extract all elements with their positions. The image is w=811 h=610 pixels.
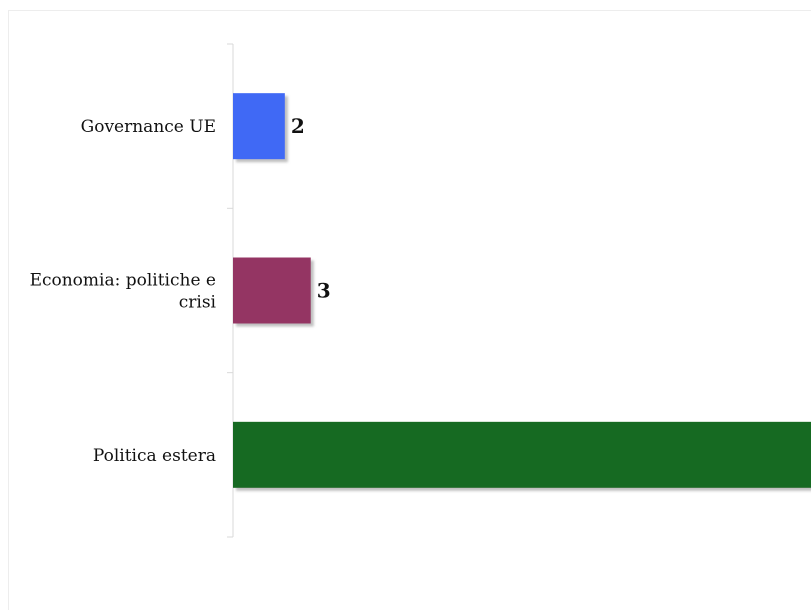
bar-3 [233, 421, 811, 488]
value-label: 2 [291, 114, 305, 138]
category-label: Economia: politiche e crisi [30, 271, 217, 313]
bar-2 [233, 257, 311, 324]
bar-1 [233, 93, 285, 160]
category-label: Politica estera [93, 446, 216, 466]
chart-frame [8, 10, 811, 610]
value-label: 3 [317, 279, 331, 303]
category-label: Governance UE [81, 117, 216, 137]
bar-chart: Governance UE 2 Economia: politiche e crisi… [30, 43, 811, 538]
